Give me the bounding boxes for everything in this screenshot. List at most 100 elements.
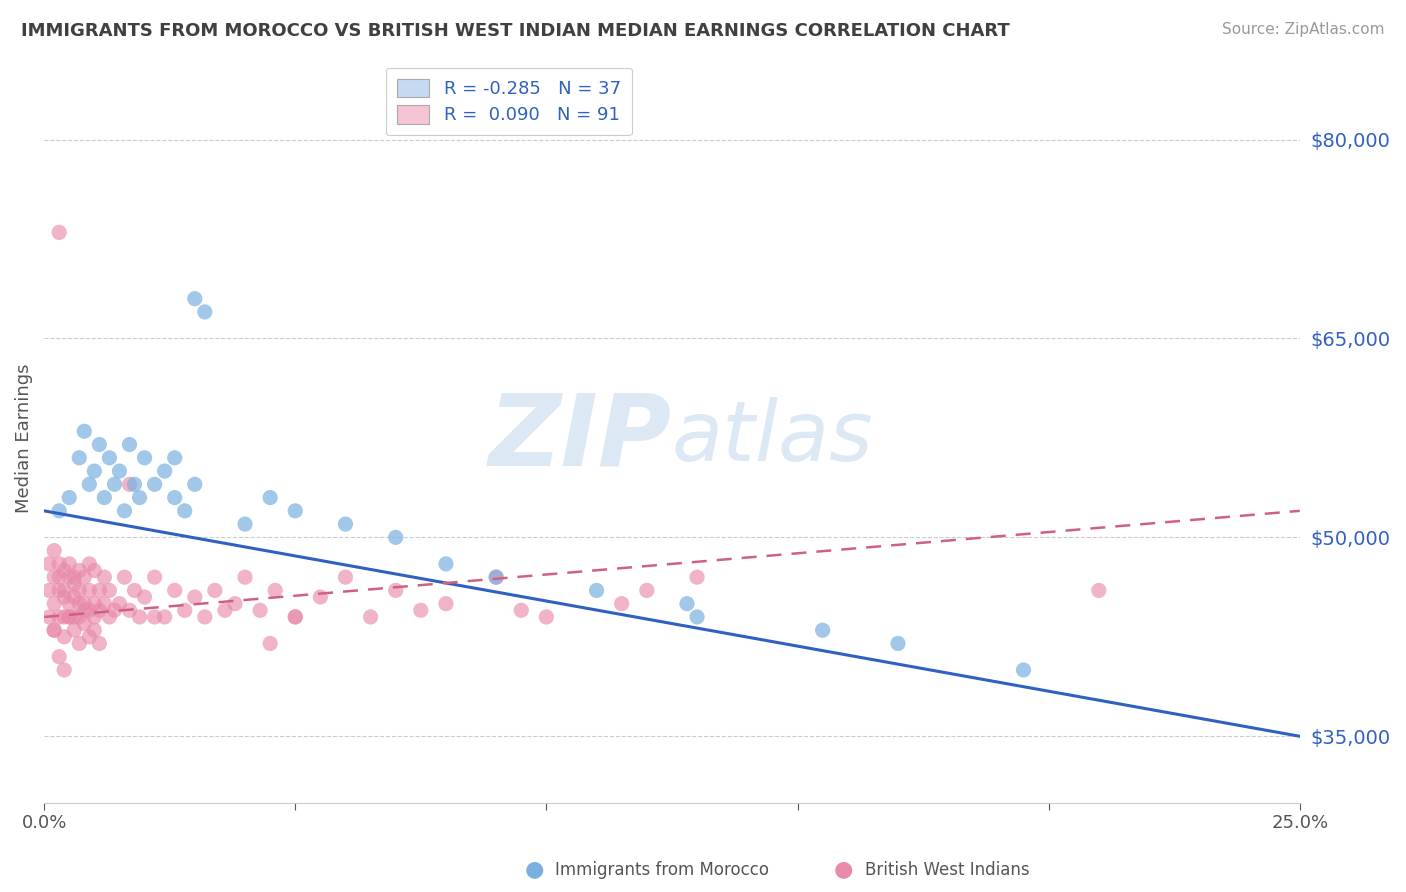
Point	[434, 557, 457, 571]
Point	[58, 557, 80, 571]
Point	[63, 590, 86, 604]
Point	[153, 610, 176, 624]
Point	[103, 603, 125, 617]
Point	[48, 504, 70, 518]
Point	[79, 477, 101, 491]
Point	[89, 583, 111, 598]
Point	[38, 557, 60, 571]
Point	[214, 603, 236, 617]
Point	[184, 590, 207, 604]
Point	[63, 570, 86, 584]
Point	[284, 610, 307, 624]
Point	[163, 491, 186, 505]
Point	[114, 504, 136, 518]
Point	[58, 491, 80, 505]
Point	[63, 576, 86, 591]
Point	[118, 477, 141, 491]
Point	[384, 530, 406, 544]
Point	[143, 570, 166, 584]
Point	[128, 491, 150, 505]
Text: ●: ●	[834, 860, 853, 880]
Point	[173, 603, 195, 617]
Text: Source: ZipAtlas.com: Source: ZipAtlas.com	[1222, 22, 1385, 37]
Point	[48, 610, 70, 624]
Point	[184, 477, 207, 491]
Legend: R = -0.285   N = 37, R =  0.090   N = 91: R = -0.285 N = 37, R = 0.090 N = 91	[385, 68, 631, 136]
Point	[194, 305, 217, 319]
Point	[676, 597, 699, 611]
Point	[93, 597, 115, 611]
Point	[163, 450, 186, 465]
Point	[118, 603, 141, 617]
Point	[38, 583, 60, 598]
Point	[44, 624, 66, 638]
Point	[89, 603, 111, 617]
Point	[98, 583, 121, 598]
Point	[58, 610, 80, 624]
Point	[48, 557, 70, 571]
Point	[610, 597, 633, 611]
Point	[163, 583, 186, 598]
Point	[73, 424, 96, 438]
Point	[887, 636, 910, 650]
Point	[134, 450, 156, 465]
Point	[53, 590, 76, 604]
Point	[89, 636, 111, 650]
Point	[259, 491, 281, 505]
Point	[284, 610, 307, 624]
Point	[48, 570, 70, 584]
Point	[233, 570, 256, 584]
Point	[485, 570, 508, 584]
Point	[249, 603, 271, 617]
Point	[536, 610, 558, 624]
Point	[83, 564, 105, 578]
Point	[360, 610, 382, 624]
Point	[194, 610, 217, 624]
Point	[58, 610, 80, 624]
Text: ●: ●	[524, 860, 544, 880]
Point	[67, 610, 90, 624]
Point	[224, 597, 246, 611]
Point	[284, 504, 307, 518]
Point	[686, 570, 709, 584]
Point	[204, 583, 226, 598]
Point	[434, 597, 457, 611]
Point	[67, 636, 90, 650]
Point	[79, 603, 101, 617]
Point	[48, 649, 70, 664]
Point	[335, 517, 357, 532]
Point	[67, 597, 90, 611]
Point	[44, 597, 66, 611]
Text: IMMIGRANTS FROM MOROCCO VS BRITISH WEST INDIAN MEDIAN EARNINGS CORRELATION CHART: IMMIGRANTS FROM MOROCCO VS BRITISH WEST …	[21, 22, 1010, 40]
Point	[335, 570, 357, 584]
Point	[53, 583, 76, 598]
Point	[73, 616, 96, 631]
Point	[53, 610, 76, 624]
Point	[44, 543, 66, 558]
Point	[124, 583, 146, 598]
Point	[118, 437, 141, 451]
Point	[73, 570, 96, 584]
Point	[67, 564, 90, 578]
Point	[485, 570, 508, 584]
Y-axis label: Median Earnings: Median Earnings	[15, 363, 32, 513]
Point	[79, 557, 101, 571]
Point	[53, 564, 76, 578]
Point	[48, 225, 70, 239]
Point	[1012, 663, 1035, 677]
Point	[134, 590, 156, 604]
Point	[103, 477, 125, 491]
Point	[83, 597, 105, 611]
Point	[38, 610, 60, 624]
Point	[63, 610, 86, 624]
Point	[510, 603, 533, 617]
Point	[83, 464, 105, 478]
Point	[1088, 583, 1111, 598]
Point	[686, 610, 709, 624]
Point	[98, 610, 121, 624]
Point	[73, 597, 96, 611]
Point	[79, 630, 101, 644]
Text: ZIP: ZIP	[489, 390, 672, 486]
Point	[585, 583, 607, 598]
Point	[67, 450, 90, 465]
